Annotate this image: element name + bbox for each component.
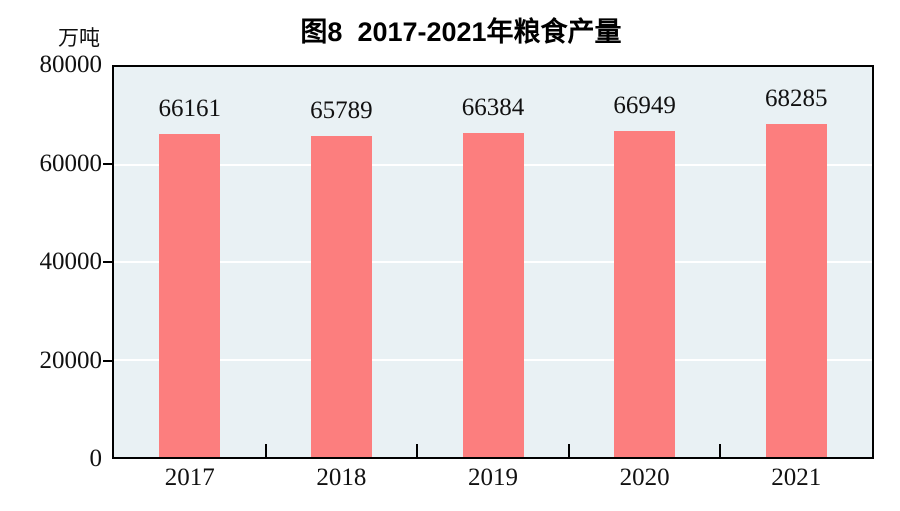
y-axis-tick [103,162,112,165]
y-tick-label-40000: 40000 [39,248,103,275]
x-tick-label-2017: 2017 [164,464,215,491]
y-axis-tick [103,359,112,362]
bar-value-label-2021: 68285 [764,85,828,113]
bar-value-label-2018: 65789 [310,97,373,125]
bar-2020 [614,130,676,457]
x-tick-label-2019: 2019 [468,464,518,491]
y-axis-unit-label: 万吨 [58,26,100,50]
x-axis-boundary-tick [416,444,419,457]
y-axis-tick [103,261,112,263]
y-tick-label-0: 0 [89,445,103,472]
x-axis-boundary-tick [719,444,722,457]
x-axis-boundary-tick [567,444,570,457]
y-tick-label-80000: 80000 [39,51,103,78]
chart-title: 图8 2017-2021年粮食产量 [300,17,622,47]
bar-value-label-2020: 66949 [613,91,676,119]
plot-area: 66161 65789 66384 66949 68285 [112,65,874,459]
bar-2021 [765,124,827,457]
x-tick-label-2018: 2018 [316,464,367,491]
y-tick-label-60000: 60000 [39,149,103,177]
bar-2017 [159,134,221,457]
bar-2018 [310,136,372,457]
y-tick-label-20000: 20000 [39,346,103,374]
bar-value-label-2017: 66161 [158,95,222,123]
bar-value-label-2019: 66384 [461,94,525,122]
x-tick-label-2021: 2021 [771,464,822,491]
bar-2019 [462,133,524,457]
x-axis-boundary-tick [264,444,267,457]
x-tick-label-2020: 2020 [619,464,670,491]
